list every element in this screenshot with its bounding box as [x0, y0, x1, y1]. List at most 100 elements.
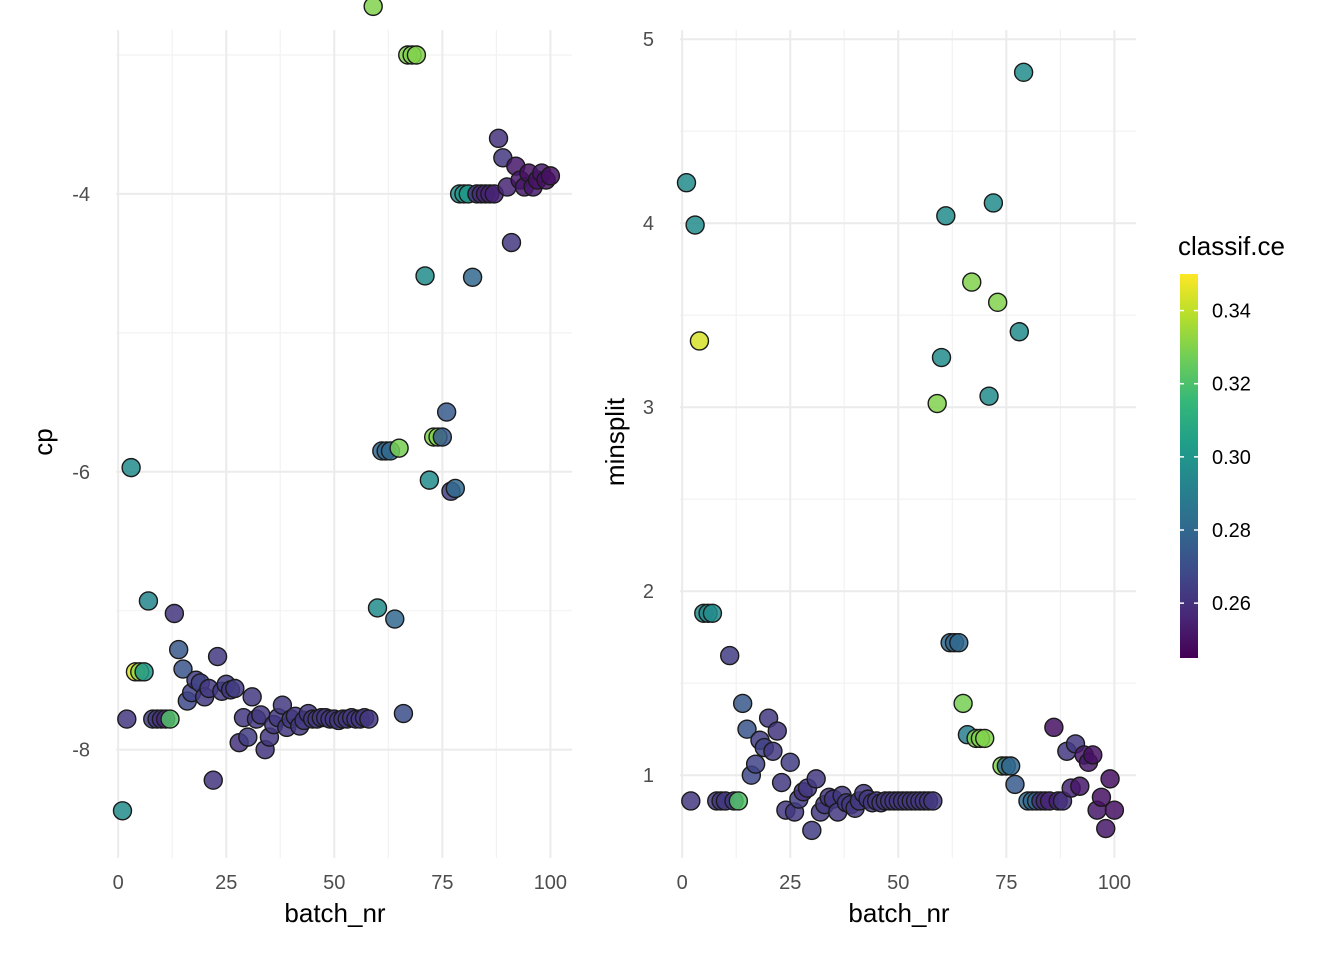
minsplit-x-axis-title: batch_nr — [848, 898, 950, 928]
minsplit-data-point — [923, 791, 943, 811]
cp-data-point — [138, 591, 159, 611]
minsplit-data-point — [806, 769, 826, 789]
minsplit-data-point — [953, 693, 973, 714]
cp-data-point — [168, 639, 189, 660]
minsplit-data-point — [1000, 756, 1021, 776]
cp-data-point — [367, 598, 388, 618]
minsplit-data-point — [927, 393, 947, 414]
legend-tick-label: 0.28 — [1212, 520, 1251, 542]
cp-y-tick-label: -6 — [72, 462, 90, 484]
legend-title: classif.ce — [1178, 231, 1285, 261]
cp-data-point — [385, 609, 405, 629]
minsplit-data-point — [771, 772, 792, 793]
cp-data-point — [359, 709, 379, 729]
cp-data-point — [415, 266, 435, 286]
color-legend: classif.ce 0.26 0.28 0.30 0.32 0.34 — [1178, 231, 1285, 658]
cp-y-ticks: -8 -6 -4 — [72, 184, 90, 762]
minsplit-y-tick-label: 5 — [643, 29, 654, 51]
minsplit-data-point — [689, 331, 710, 351]
minsplit-data-point — [763, 741, 783, 761]
cp-data-point — [501, 232, 522, 253]
cp-points — [112, 0, 561, 821]
minsplit-y-tick-label: 1 — [643, 765, 654, 787]
cp-data-point — [540, 166, 561, 186]
minsplit-data-point — [979, 386, 999, 406]
cp-data-point — [389, 438, 409, 458]
legend-tick-label: 0.32 — [1212, 374, 1251, 396]
minsplit-y-ticks: 1 2 3 4 5 — [643, 29, 654, 787]
cp-data-point — [462, 267, 483, 287]
legend-ticks: 0.26 0.28 0.30 0.32 0.34 — [1180, 301, 1251, 615]
cp-x-ticks: 0 25 50 75 100 — [113, 872, 567, 894]
minsplit-data-point — [720, 645, 740, 666]
cp-data-point — [272, 695, 293, 715]
minsplit-data-point — [1013, 62, 1034, 83]
minsplit-y-tick-label: 2 — [643, 581, 654, 603]
cp-data-point — [363, 0, 383, 17]
cp-data-point — [393, 703, 414, 724]
cp-x-axis-title: batch_nr — [284, 898, 386, 928]
minsplit-x-tick-label: 75 — [995, 872, 1017, 894]
cp-panel: 0 25 50 75 100 -8 -6 -4 batch_nr cp — [28, 0, 572, 928]
cp-data-point — [488, 128, 509, 149]
minsplit-data-point — [676, 173, 697, 193]
cp-data-point — [445, 478, 465, 499]
cp-y-tick-label: -8 — [72, 740, 90, 762]
cp-data-point — [203, 770, 223, 790]
minsplit-data-point — [732, 693, 753, 714]
minsplit-points — [676, 62, 1125, 841]
legend-colorbar — [1180, 274, 1198, 658]
minsplit-data-point — [702, 603, 723, 623]
minsplit-data-point — [1005, 774, 1025, 795]
legend-tick-label: 0.34 — [1212, 301, 1251, 323]
cp-data-point — [432, 427, 453, 447]
minsplit-data-point — [767, 721, 787, 741]
cp-data-point — [207, 646, 228, 667]
minsplit-data-point — [728, 791, 749, 811]
cp-x-tick-label: 100 — [534, 872, 567, 894]
cp-data-point — [173, 659, 193, 679]
cp-data-point — [225, 678, 245, 699]
minsplit-data-point — [1100, 769, 1120, 789]
minsplit-data-point — [936, 206, 956, 226]
minsplit-data-point — [745, 754, 766, 774]
minsplit-data-point — [681, 791, 701, 811]
cp-y-axis-title: cp — [28, 428, 58, 455]
minsplit-x-tick-label: 100 — [1098, 872, 1131, 894]
cp-data-point — [164, 603, 185, 624]
cp-data-point — [117, 709, 137, 729]
legend-tick-label: 0.30 — [1212, 447, 1251, 469]
minsplit-data-point — [780, 752, 800, 773]
minsplit-grid — [680, 30, 1136, 858]
minsplit-data-point — [1009, 322, 1029, 342]
minsplit-data-point — [949, 633, 969, 653]
minsplit-data-point — [1104, 800, 1125, 820]
cp-y-tick-label: -4 — [72, 184, 90, 206]
minsplit-data-point — [987, 292, 1008, 313]
minsplit-data-point — [983, 193, 1004, 213]
cp-x-tick-label: 75 — [431, 872, 453, 894]
legend-tick-label: 0.26 — [1212, 593, 1251, 615]
minsplit-data-point — [1091, 787, 1112, 807]
cp-data-point — [121, 457, 141, 478]
cp-x-tick-label: 50 — [323, 872, 345, 894]
minsplit-data-point — [802, 820, 822, 841]
cp-data-point — [419, 470, 440, 490]
minsplit-y-tick-label: 4 — [643, 213, 654, 235]
cp-data-point — [242, 687, 262, 707]
minsplit-data-point — [1083, 745, 1103, 765]
minsplit-y-tick-label: 3 — [643, 397, 654, 419]
cp-x-tick-label: 25 — [215, 872, 237, 894]
minsplit-panel: 0 25 50 75 100 1 2 3 4 5 batch_nr minsplit — [600, 29, 1136, 928]
minsplit-y-axis-title: minsplit — [600, 397, 630, 486]
minsplit-x-tick-label: 25 — [779, 872, 801, 894]
minsplit-data-point — [1070, 776, 1090, 796]
cp-data-point — [238, 727, 258, 747]
minsplit-x-tick-label: 50 — [887, 872, 909, 894]
minsplit-data-point — [737, 719, 757, 739]
cp-data-point — [134, 662, 154, 682]
minsplit-x-ticks: 0 25 50 75 100 — [677, 872, 1131, 894]
minsplit-data-point — [1044, 717, 1064, 738]
